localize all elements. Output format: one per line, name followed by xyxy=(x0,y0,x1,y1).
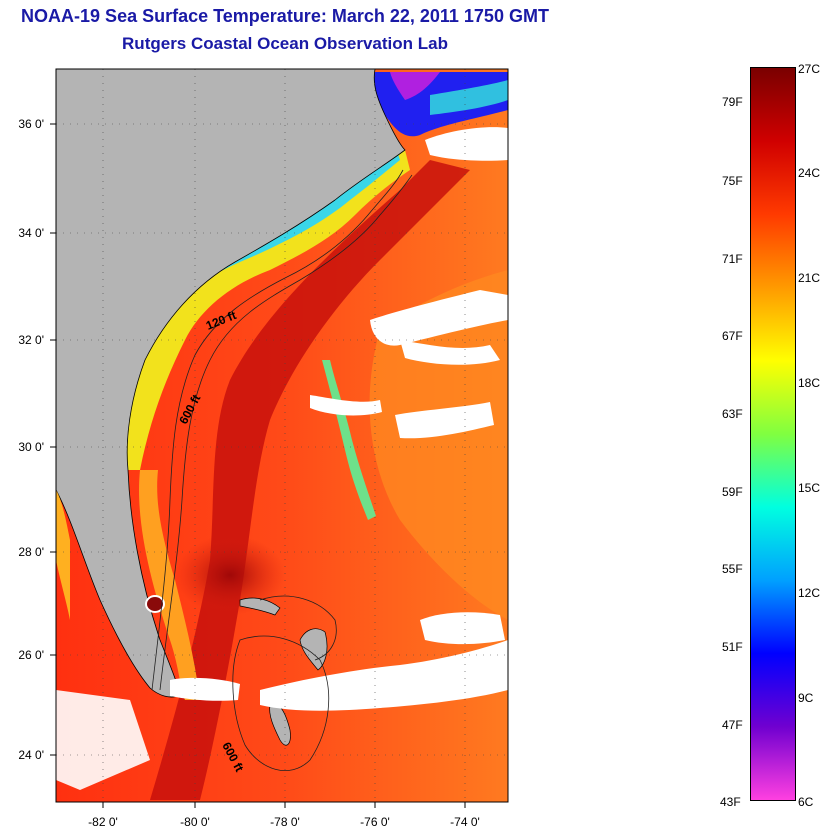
scale-label-f: 47F xyxy=(722,718,743,732)
scale-label-f: 71F xyxy=(722,252,743,266)
gulf-water-strip xyxy=(56,490,70,620)
lat-tick-label: 28 0' xyxy=(18,545,44,559)
cloud-1 xyxy=(370,290,508,346)
lake-okeechobee xyxy=(145,595,165,613)
lon-tick-label: -78 0' xyxy=(270,815,300,829)
land-mainland xyxy=(55,68,406,698)
cloud-3 xyxy=(310,395,382,416)
lon-tick-label: -82 0' xyxy=(88,815,118,829)
gulf-stream xyxy=(150,160,470,800)
scale-label-f: 63F xyxy=(722,407,743,421)
lat-tick-label: 24 0' xyxy=(18,748,44,762)
contour-120ft xyxy=(151,169,404,691)
grand-bahama xyxy=(239,597,281,616)
lon-tick-label: -76 0' xyxy=(360,815,390,829)
scale-label-c: 9C xyxy=(798,691,814,705)
cloud-southwest xyxy=(56,690,150,790)
scale-label-f: 59F xyxy=(722,485,743,499)
scale-label-f: 43F xyxy=(720,795,741,809)
cold-water-purple xyxy=(390,72,440,100)
shelf-water-yellow xyxy=(127,150,410,470)
lat-tick-label: 26 0' xyxy=(18,648,44,662)
contour-bahamas-bank xyxy=(232,635,330,771)
map-subtitle: Rutgers Coastal Ocean Observation Lab xyxy=(122,34,448,53)
florida-coastal-water xyxy=(139,470,200,700)
scale-label-c: 27C xyxy=(798,62,821,76)
scale-label-c: 18C xyxy=(798,376,821,390)
map-frame xyxy=(55,68,509,803)
lat-tick-label: 36 0' xyxy=(18,117,44,131)
cloud-5 xyxy=(260,640,508,711)
cloud-4 xyxy=(395,402,494,439)
lon-tick-label: -80 0' xyxy=(180,815,210,829)
scale-label-f: 79F xyxy=(722,95,743,109)
cloud-8 xyxy=(425,127,508,161)
lat-tick-label: 30 0' xyxy=(18,440,44,454)
scale-label-f: 75F xyxy=(722,174,743,188)
scale-label-c: 24C xyxy=(798,166,821,180)
lat-tick-label: 32 0' xyxy=(18,333,44,347)
warm-core xyxy=(175,535,285,615)
scale-label-c: 15C xyxy=(798,481,821,495)
scale-label-f: 51F xyxy=(722,640,743,654)
scale-label-f: 55F xyxy=(722,562,743,576)
scale-label-c: 12C xyxy=(798,586,821,600)
map-title: NOAA-19 Sea Surface Temperature: March 2… xyxy=(21,6,549,26)
scale-label-c: 6C xyxy=(798,795,814,809)
frame-ticks xyxy=(50,123,466,808)
lat-tick-label: 34 0' xyxy=(18,226,44,240)
scale-label-c: 21C xyxy=(798,271,821,285)
cloud-7 xyxy=(420,612,505,645)
lon-tick-label: -74 0' xyxy=(450,815,480,829)
contour-600ft xyxy=(159,174,413,691)
cloud-6 xyxy=(170,677,240,701)
cold-water-cyan xyxy=(430,80,508,115)
scale-label-f: 67F xyxy=(722,329,743,343)
temperature-colorbar xyxy=(750,67,796,801)
cloud-2 xyxy=(400,340,500,365)
contour-little-bahama-bank xyxy=(259,595,337,661)
